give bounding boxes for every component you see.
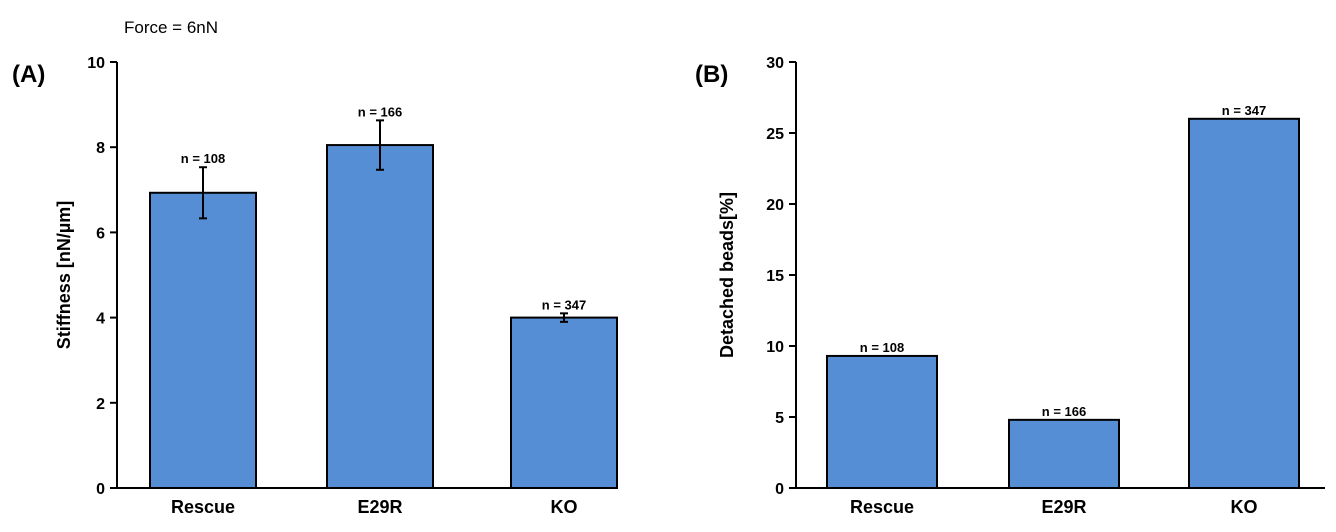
y-tick-label-b: 20 xyxy=(766,197,784,214)
y-tick-label-a: 4 xyxy=(96,311,105,328)
x-tick-label-a: Rescue xyxy=(171,497,235,517)
n-label-a: n = 108 xyxy=(181,151,225,166)
n-label-a: n = 166 xyxy=(358,104,402,119)
bar-a-rescue xyxy=(149,191,257,489)
y-axis-label-b: Detached beads[%] xyxy=(717,192,737,358)
force-note: Force = 6nN xyxy=(124,18,218,37)
bar-b-ko xyxy=(1188,117,1300,490)
n-label-b: n = 166 xyxy=(1042,404,1086,419)
y-tick-label-b: 10 xyxy=(766,339,784,356)
bar-a-ko xyxy=(510,316,618,489)
y-tick-label-a: 2 xyxy=(96,396,105,413)
chart-panel-b: (B) Detached beads[%] 0 5 10 15 20 25 30 n = 108 R… xyxy=(695,55,1325,517)
chart-panel-a: (A) Stiffness [nN/µm] 0 2 4 6 8 10 n = 108 Rescue… xyxy=(12,55,618,517)
x-tick-label-b: KO xyxy=(1231,497,1258,517)
bar-b-rescue xyxy=(826,354,938,489)
y-tick-label-b: 25 xyxy=(766,126,784,143)
panel-label-a: (A) xyxy=(12,61,45,88)
y-tick-label-b: 5 xyxy=(775,410,784,427)
n-label-b: n = 347 xyxy=(1222,103,1266,118)
y-tick-label-a: 6 xyxy=(96,225,105,242)
y-tick-label-b: 30 xyxy=(766,55,784,72)
n-label-a: n = 347 xyxy=(542,297,586,312)
bar-a-e29r xyxy=(326,144,434,489)
panel-label-b: (B) xyxy=(695,61,728,88)
bar-b-e29r xyxy=(1008,418,1120,489)
x-tick-label-a: KO xyxy=(551,497,578,517)
x-tick-label-a: E29R xyxy=(357,497,402,517)
y-tick-label-a: 0 xyxy=(96,481,105,498)
y-tick-label-b: 0 xyxy=(775,481,784,498)
y-tick-label-b: 15 xyxy=(766,268,784,285)
x-tick-label-b: Rescue xyxy=(850,497,914,517)
y-tick-label-a: 8 xyxy=(96,140,105,157)
y-axis-label-a: Stiffness [nN/µm] xyxy=(54,201,74,349)
y-tick-label-a: 10 xyxy=(87,55,105,72)
n-label-b: n = 108 xyxy=(860,340,904,355)
x-tick-label-b: E29R xyxy=(1041,497,1086,517)
